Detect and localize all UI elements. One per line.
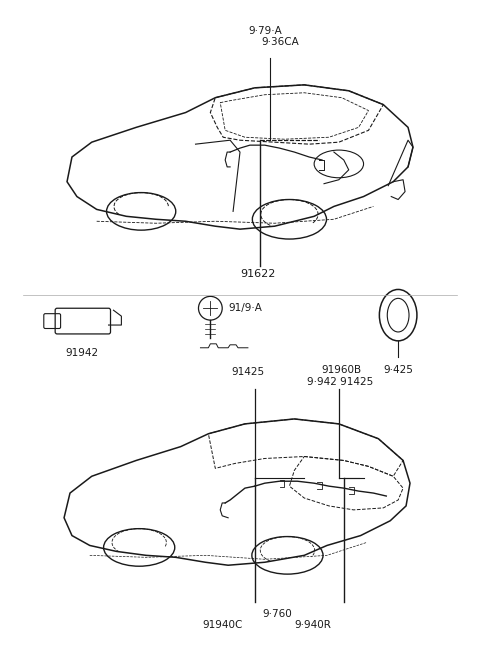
Text: 9·942 91425: 9·942 91425 [307, 377, 373, 388]
Text: 91/9·A: 91/9·A [228, 304, 262, 313]
Text: 91425: 91425 [231, 367, 264, 377]
Text: 91940C: 91940C [202, 620, 242, 629]
Text: 9·760: 9·760 [263, 609, 292, 619]
Text: 9·425: 9·425 [383, 365, 413, 374]
Text: 9·940R: 9·940R [294, 620, 331, 629]
Text: 9·79·A: 9·79·A [248, 26, 282, 35]
Text: 91622: 91622 [240, 269, 276, 279]
Text: 91942: 91942 [65, 348, 98, 358]
Text: 91960B: 91960B [321, 365, 361, 375]
Text: 9·36CA: 9·36CA [262, 37, 300, 47]
